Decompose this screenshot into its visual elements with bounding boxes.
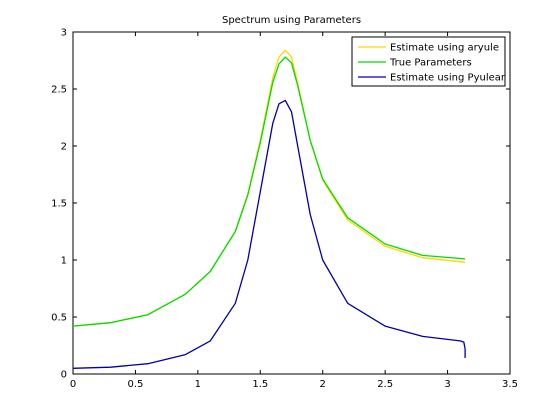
chart-title: Spectrum using Parameters [222,15,361,26]
y-tick-label: 2.5 [51,85,67,96]
legend-label: Estimate using Pyulear [390,73,506,84]
x-tick-label: 0.5 [127,379,143,390]
x-tick-label: 3 [444,379,450,390]
legend-label: Estimate using aryule [390,43,499,54]
x-tick-label: 2.5 [377,379,393,390]
x-tick-label: 3.5 [502,379,518,390]
x-tick-label: 1.5 [252,379,268,390]
y-tick-label: 0 [61,370,67,381]
legend-label: True Parameters [389,58,472,69]
plot-area [72,31,511,375]
y-tick-label: 1.5 [51,199,67,210]
x-tick-label: 2 [320,379,326,390]
axis-ticks: 0 0.5 1 1.5 2 2.5 3 3.5 0 0.5 1 1.5 2 2.5 3 [51,28,518,391]
y-tick-label: 0.5 [51,313,67,324]
series-lines [72,49,466,369]
series-line [72,56,466,327]
series-line [72,99,466,369]
x-tick-label: 0 [70,379,76,390]
y-tick-label: 1 [61,256,67,267]
x-tick-label: 1 [195,379,201,390]
y-tick-label: 2 [61,142,67,153]
y-tick-label: 3 [61,28,67,39]
legend: Estimate using aryule True Parameters Esti… [351,36,506,87]
